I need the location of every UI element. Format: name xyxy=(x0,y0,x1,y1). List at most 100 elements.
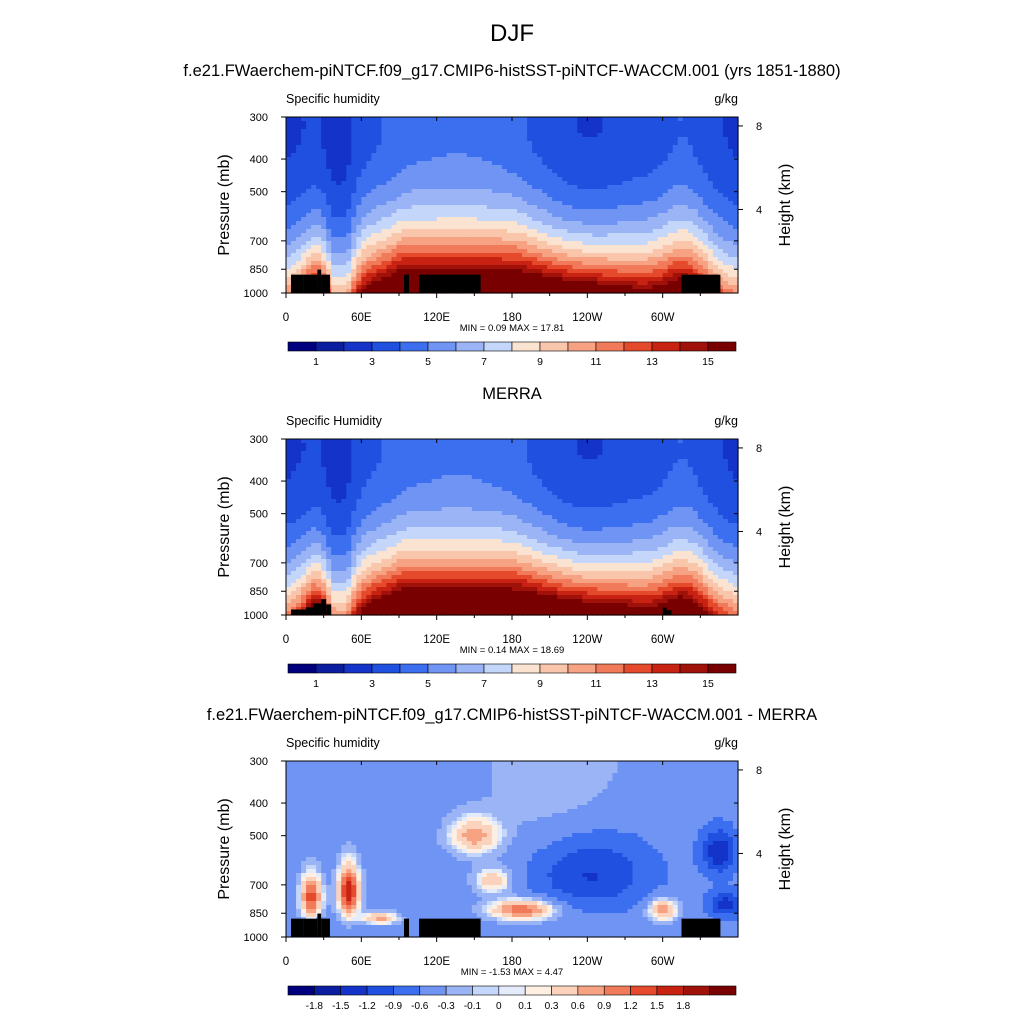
field-cell xyxy=(597,273,603,278)
field-cell xyxy=(637,201,644,206)
field-cell xyxy=(396,253,403,258)
field-cell xyxy=(476,161,483,166)
field-cell xyxy=(592,269,598,274)
field-cell xyxy=(421,117,428,122)
field-cell xyxy=(371,245,377,250)
field-cell xyxy=(682,447,689,452)
field-cell xyxy=(421,141,428,146)
field-cell xyxy=(296,133,302,138)
field-cell xyxy=(396,169,403,174)
field-cell xyxy=(366,185,372,190)
field-cell xyxy=(466,193,473,198)
field-cell xyxy=(722,197,729,202)
field-cell xyxy=(627,233,634,238)
field-cell xyxy=(542,121,548,126)
field-cell xyxy=(431,269,438,274)
panel-1-variable-title: Specific humidity xyxy=(286,92,381,106)
field-cell xyxy=(366,213,372,218)
field-cell xyxy=(416,209,423,214)
field-cell xyxy=(296,261,302,266)
field-cell xyxy=(346,281,352,286)
field-cell xyxy=(542,117,548,122)
field-cell xyxy=(456,459,463,464)
field-cell xyxy=(657,173,664,178)
field-cell xyxy=(532,237,538,242)
field-cell xyxy=(306,141,312,146)
field-cell xyxy=(542,447,548,452)
x-tick-label: 120W xyxy=(572,312,602,324)
field-cell xyxy=(496,467,503,472)
field-cell xyxy=(416,459,423,464)
field-cell xyxy=(697,245,704,250)
field-cell xyxy=(602,213,609,218)
field-cell xyxy=(517,205,523,210)
field-cell xyxy=(612,121,619,126)
field-cell xyxy=(301,145,307,150)
field-cell xyxy=(336,463,342,468)
field-cell xyxy=(512,125,518,130)
field-cell xyxy=(637,189,644,194)
field-cell xyxy=(557,269,563,274)
field-cell xyxy=(461,169,468,174)
field-cell xyxy=(657,225,664,230)
field-cell xyxy=(326,137,332,142)
field-cell xyxy=(321,221,327,226)
field-cell xyxy=(527,455,533,460)
field-cell xyxy=(326,451,332,456)
field-cell xyxy=(597,289,603,294)
field-cell xyxy=(296,161,302,166)
field-cell xyxy=(306,181,312,186)
field-cell xyxy=(341,201,347,206)
field-cell xyxy=(476,249,483,254)
field-cell xyxy=(622,289,629,294)
field-cell xyxy=(732,145,739,150)
field-cell xyxy=(592,451,598,456)
field-cell xyxy=(386,181,393,186)
field-cell xyxy=(391,189,398,194)
field-cell xyxy=(607,161,614,166)
field-cell xyxy=(602,205,609,210)
field-cell xyxy=(346,451,352,456)
field-cell xyxy=(642,201,649,206)
field-cell xyxy=(727,145,734,150)
field-cell xyxy=(712,193,719,198)
field-cell xyxy=(406,281,413,286)
field-cell xyxy=(446,245,453,250)
field-cell xyxy=(547,439,553,444)
field-cell xyxy=(301,117,307,122)
field-cell xyxy=(577,153,583,158)
field-cell xyxy=(557,125,563,130)
field-cell xyxy=(331,133,337,138)
field-cell xyxy=(527,205,533,210)
field-cell xyxy=(667,181,674,186)
field-cell xyxy=(416,177,423,182)
field-cell xyxy=(512,173,518,178)
field-cell xyxy=(481,273,488,278)
field-cell xyxy=(612,173,619,178)
field-cell xyxy=(506,141,513,146)
field-cell xyxy=(717,221,724,226)
field-cell xyxy=(572,137,578,142)
field-cell xyxy=(517,455,523,460)
field-cell xyxy=(396,475,403,480)
field-cell xyxy=(712,177,719,182)
field-cell xyxy=(597,447,603,452)
field-cell xyxy=(391,121,398,126)
field-cell xyxy=(537,145,543,150)
field-cell xyxy=(722,455,729,460)
field-cell xyxy=(296,249,302,254)
field-cell xyxy=(697,129,704,134)
field-cell xyxy=(647,177,654,182)
field-cell xyxy=(496,241,503,246)
field-cell xyxy=(466,177,473,182)
field-cell xyxy=(612,245,619,250)
field-cell xyxy=(391,225,398,230)
field-cell xyxy=(597,201,603,206)
field-cell xyxy=(506,197,513,202)
field-cell xyxy=(391,261,398,266)
field-cell xyxy=(306,229,312,234)
field-cell xyxy=(481,125,488,130)
field-cell xyxy=(426,149,433,154)
field-cell xyxy=(341,149,347,154)
field-cell xyxy=(727,217,734,222)
